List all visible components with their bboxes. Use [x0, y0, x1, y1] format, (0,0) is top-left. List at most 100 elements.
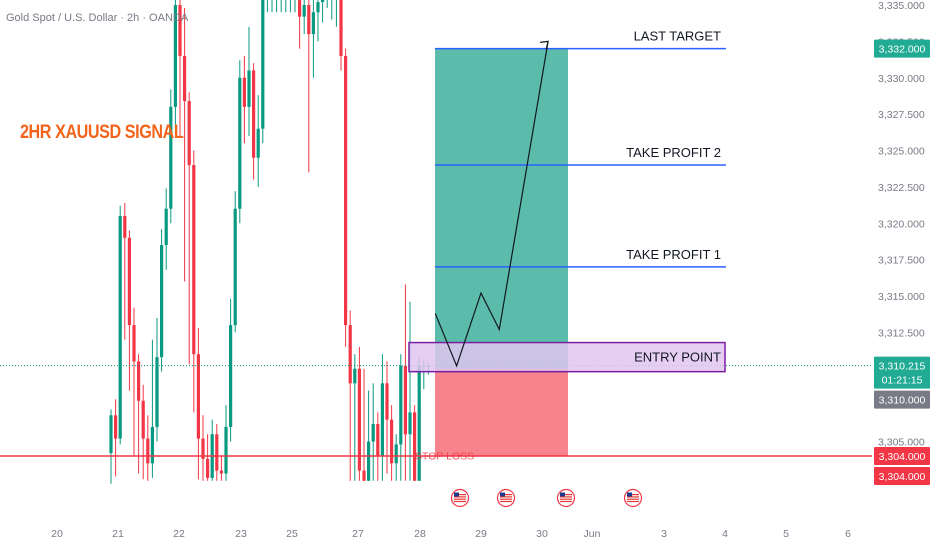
price-tick-label: 3,330.000 — [878, 73, 925, 85]
candle — [146, 415, 150, 481]
candle-body — [215, 434, 219, 471]
stop-loss-badge-text: 3,304.000 — [879, 451, 926, 463]
candle — [127, 230, 131, 391]
candle-body — [376, 424, 380, 457]
candle-body — [311, 12, 315, 35]
flag-stripe — [500, 498, 512, 500]
time-tick-label: 30 — [536, 528, 548, 540]
candle-body — [357, 368, 361, 471]
candle-body — [178, 5, 182, 56]
us-flag-icon — [556, 488, 576, 508]
candle-body — [256, 128, 260, 158]
flag-canton — [627, 492, 632, 497]
candle-body — [155, 357, 159, 427]
candle-body — [196, 354, 200, 439]
price-tick-label: 3,322.500 — [878, 182, 925, 194]
candle — [118, 205, 122, 445]
price-tick-label: 3,312.500 — [878, 327, 925, 339]
price-tick-label: 3,325.000 — [878, 146, 925, 158]
candle-body — [206, 458, 210, 478]
candle-body — [348, 325, 352, 384]
candle — [219, 456, 223, 481]
flag-stripe — [560, 500, 572, 503]
time-tick-label: 22 — [173, 528, 185, 540]
candle — [321, 0, 325, 23]
price-tick-label: 3,335.000 — [878, 0, 925, 12]
candle-body — [160, 245, 164, 358]
candle — [285, 0, 287, 13]
flag-stripe — [627, 496, 639, 498]
candle — [229, 298, 233, 442]
candle-body — [169, 106, 173, 209]
candle-body — [394, 444, 398, 464]
price-tick-label: 3,305.000 — [878, 437, 925, 449]
take-profit-1-label: TAKE PROFIT 1 — [626, 247, 721, 262]
time-tick-label: 28 — [414, 528, 426, 540]
candle-body — [353, 368, 357, 384]
candle — [362, 368, 366, 481]
current-price-badge-text: 3,310.215 — [879, 361, 926, 373]
candles-group — [109, 0, 430, 484]
candle — [242, 55, 246, 144]
flag-stripe — [454, 498, 466, 500]
candle — [417, 357, 421, 481]
price-tick-label: 3,317.500 — [878, 255, 925, 267]
candle-body — [173, 5, 177, 107]
flag-stripe — [454, 494, 466, 496]
candle — [289, 0, 291, 13]
candle-body — [339, 0, 343, 56]
candle — [210, 419, 214, 481]
flag-canton — [560, 492, 565, 497]
candle-body — [321, 0, 325, 3]
candle-body — [417, 365, 421, 481]
candle — [261, 0, 265, 144]
stop-loss-badge — [874, 447, 930, 466]
candle — [331, 0, 333, 20]
flag-stripe — [500, 496, 512, 498]
candle — [160, 229, 164, 372]
candle — [348, 310, 352, 481]
candle-body — [219, 470, 223, 474]
candle — [196, 328, 200, 480]
candle — [114, 399, 118, 477]
projected-path-line — [434, 41, 549, 368]
candle-body — [247, 70, 251, 107]
time-tick-label: 21 — [112, 528, 124, 540]
candle-body — [298, 0, 302, 17]
candle — [192, 150, 196, 413]
candle-body — [390, 419, 394, 464]
candle — [187, 92, 191, 365]
flag-stripe — [560, 494, 572, 496]
candle-body — [132, 325, 136, 362]
candle — [385, 361, 389, 474]
candle — [316, 0, 320, 42]
candle-body — [183, 55, 187, 102]
current-price-badge — [874, 356, 930, 389]
candle — [371, 383, 375, 481]
candle — [376, 412, 380, 481]
candle-body — [403, 365, 407, 435]
candle-body — [229, 325, 233, 427]
candle — [367, 390, 371, 481]
entry-badge — [874, 390, 930, 409]
candle — [164, 188, 168, 270]
arrow-head-icon — [540, 40, 549, 50]
flag-stripe — [627, 498, 639, 500]
candle — [380, 354, 384, 481]
candle-body — [302, 5, 306, 17]
candle-body — [261, 0, 265, 129]
axes: 3,335.0003,332.5003,330.0003,327.5003,32… — [51, 0, 925, 540]
time-tick-label: 27 — [352, 528, 364, 540]
candle — [394, 434, 398, 481]
stop-loss-badge-2-text: 3,304.000 — [879, 471, 926, 483]
candle — [344, 48, 348, 347]
entry-zone-label: ENTRY POINT — [634, 350, 721, 365]
candle — [233, 191, 237, 333]
price-badges: 3,332.000 3,310.215 01:21:15 3,310.000 3,304… — [874, 39, 930, 486]
candle — [183, 7, 187, 282]
candle-body — [307, 5, 311, 35]
candle — [215, 424, 219, 481]
candle-body — [252, 70, 256, 158]
candle — [238, 60, 242, 224]
